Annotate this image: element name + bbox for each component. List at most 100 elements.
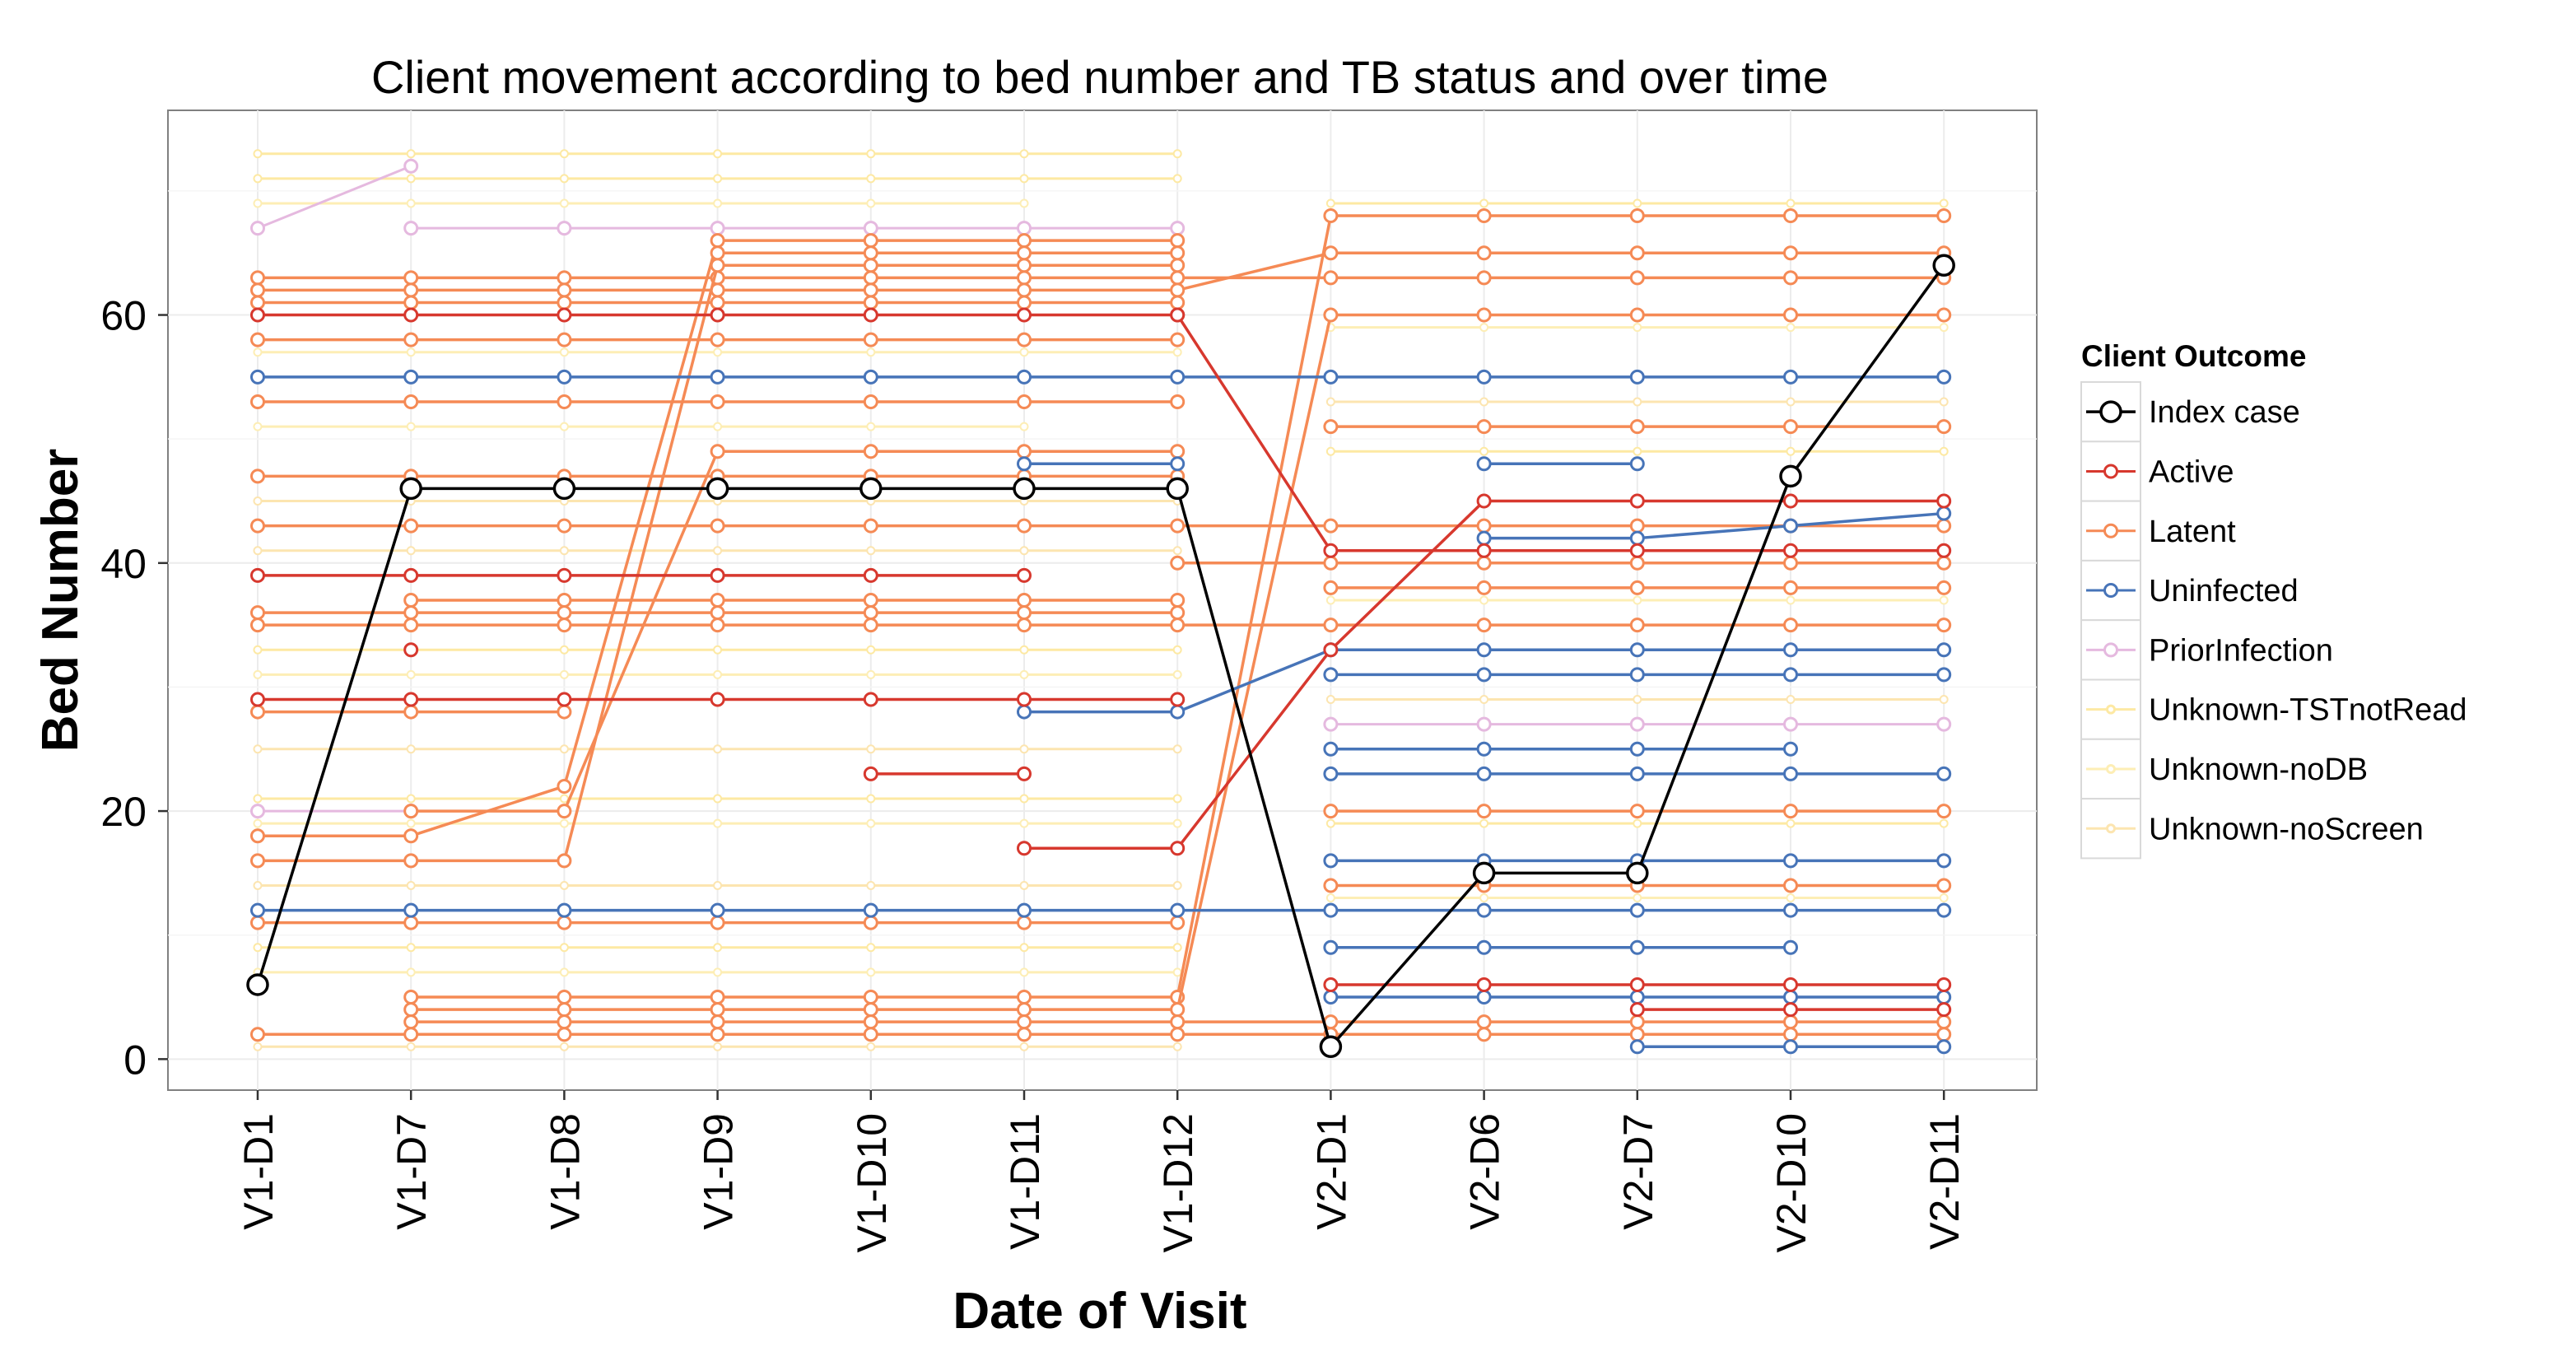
series-latent <box>250 258 1186 869</box>
data-point <box>403 618 419 633</box>
data-point <box>1019 967 1029 977</box>
data-point <box>250 295 265 310</box>
data-point <box>403 270 419 286</box>
data-point <box>557 270 572 286</box>
series-line <box>256 264 1945 1050</box>
data-point <box>1783 667 1798 683</box>
data-point <box>403 567 419 583</box>
data-point <box>710 221 725 236</box>
data-point <box>1629 369 1645 385</box>
series-latent <box>250 332 1186 347</box>
data-point <box>1936 853 1952 869</box>
data-point <box>1786 893 1796 903</box>
data-point <box>1172 943 1182 953</box>
data-point <box>1629 270 1645 286</box>
data-point <box>1476 1014 1492 1030</box>
data-point <box>1476 518 1492 534</box>
data-point <box>1170 704 1186 720</box>
data-point <box>710 605 725 621</box>
data-point <box>1633 818 1642 828</box>
y-tick-label: 20 <box>100 789 147 835</box>
data-point <box>710 394 725 409</box>
data-point <box>1783 580 1798 595</box>
data-point <box>866 880 876 890</box>
data-point <box>250 853 265 869</box>
data-point <box>403 828 419 844</box>
data-point <box>1476 307 1492 323</box>
data-point <box>1783 976 1798 992</box>
data-point <box>1783 902 1798 918</box>
data-point <box>1170 1027 1186 1042</box>
data-point <box>406 880 416 890</box>
data-point <box>1936 804 1952 819</box>
data-point <box>1017 841 1032 856</box>
data-point <box>1172 546 1182 556</box>
chart-title: Client movement according to bed number … <box>371 51 1828 103</box>
data-point <box>1629 543 1645 558</box>
data-point <box>250 307 265 323</box>
series-line <box>257 165 412 230</box>
series-priorinfection <box>1323 716 1952 732</box>
data-point <box>1629 518 1645 534</box>
data-point <box>250 270 265 286</box>
data-point <box>250 518 265 534</box>
data-point <box>1479 695 1489 705</box>
series-unknown-tstnotread <box>253 174 1182 184</box>
data-point <box>1476 804 1492 819</box>
data-point <box>1323 555 1339 571</box>
data-point <box>557 692 572 707</box>
data-point <box>1172 744 1182 754</box>
data-point <box>1013 477 1036 501</box>
data-point <box>1783 1039 1798 1055</box>
series-unknown-noscreen <box>253 880 1182 890</box>
data-point <box>713 669 723 679</box>
data-point <box>1476 530 1492 546</box>
data-point <box>406 943 416 953</box>
data-point <box>1476 766 1492 781</box>
data-point <box>1319 1035 1343 1059</box>
data-point <box>1017 605 1032 621</box>
series-line <box>258 251 1945 292</box>
data-point <box>1323 580 1339 595</box>
data-point <box>559 149 569 159</box>
data-point <box>1936 618 1952 633</box>
data-point <box>1629 1027 1645 1042</box>
data-point <box>1172 174 1182 184</box>
data-point <box>1786 818 1796 828</box>
data-point <box>1325 695 1335 705</box>
data-point <box>1633 446 1642 456</box>
data-point <box>863 915 878 930</box>
data-point <box>250 282 265 298</box>
data-point <box>1170 692 1186 707</box>
data-point <box>1936 642 1952 658</box>
data-point <box>1783 853 1798 869</box>
data-point <box>559 422 569 431</box>
data-point <box>1323 642 1339 658</box>
legend-item: Uninfected <box>2080 559 2299 622</box>
data-point <box>1019 744 1029 754</box>
x-tick-label: V2-D11 <box>1922 1113 1968 1250</box>
data-point <box>1939 695 1949 705</box>
data-point <box>559 744 569 754</box>
data-point <box>866 669 876 679</box>
series-line <box>1484 511 1945 540</box>
data-point <box>1629 555 1645 571</box>
series-latent <box>250 518 1952 534</box>
data-point <box>1629 1039 1645 1055</box>
x-tick-label: V1-D11 <box>1002 1113 1048 1250</box>
data-point <box>1629 208 1645 224</box>
data-point <box>863 605 878 621</box>
data-point <box>403 853 419 869</box>
data-point <box>399 477 422 501</box>
data-point <box>710 567 725 583</box>
data-point <box>1936 493 1952 509</box>
legend-label: Unknown-noScreen <box>2149 812 2424 846</box>
data-point <box>1170 258 1186 273</box>
data-point <box>1019 546 1029 556</box>
data-point <box>706 477 729 501</box>
data-point <box>1170 221 1186 236</box>
data-point <box>710 332 725 347</box>
data-point <box>866 943 876 953</box>
data-point <box>1479 397 1489 407</box>
data-point <box>1629 580 1645 595</box>
